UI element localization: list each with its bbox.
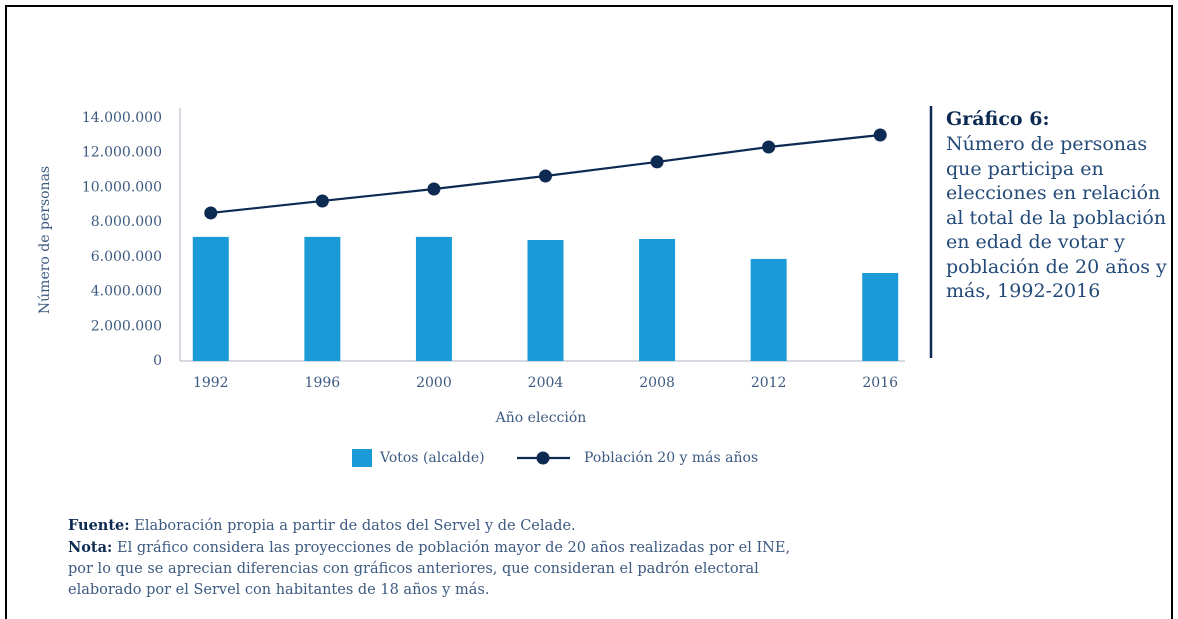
note-label: Fuente: xyxy=(68,517,130,534)
x-tick-label: 1996 xyxy=(305,375,341,391)
frame xyxy=(5,5,1173,619)
note-label: Nota: xyxy=(68,539,113,556)
x-tick-label: 2000 xyxy=(416,375,452,391)
line-point xyxy=(315,194,329,208)
bar xyxy=(862,272,899,361)
legend-swatch xyxy=(352,449,372,467)
y-axis-label: Número de personas xyxy=(37,166,53,314)
line-point xyxy=(873,128,887,142)
line-point xyxy=(762,140,776,154)
bar xyxy=(415,236,452,361)
line-point xyxy=(650,155,664,169)
note-text: Elaboración propia a partir de datos del… xyxy=(134,518,576,534)
y-tick-label: 10.000.000 xyxy=(82,179,162,195)
note: Nota: El gráfico considera las proyeccio… xyxy=(68,537,798,601)
y-tick-label: 12.000.000 xyxy=(82,145,162,161)
y-tick-label: 0 xyxy=(153,353,162,369)
legend-swatch xyxy=(536,451,550,465)
bar xyxy=(192,236,229,361)
x-tick-label: 2016 xyxy=(862,375,898,391)
chart-title: Gráfico 6: xyxy=(946,108,1050,130)
note: Fuente: Elaboración propia a partir de d… xyxy=(68,515,798,537)
bar xyxy=(750,258,787,361)
y-tick-label: 4.000.000 xyxy=(91,284,162,300)
x-axis-label: Año elección xyxy=(495,410,587,426)
x-tick-label: 2004 xyxy=(528,375,564,391)
chart-subtitle: Número de personas que participa en elec… xyxy=(946,133,1167,302)
y-tick-label: 6.000.000 xyxy=(91,249,162,265)
notes: Fuente: Elaboración propia a partir de d… xyxy=(68,515,798,601)
bar xyxy=(304,236,341,361)
x-tick-label: 1992 xyxy=(193,375,229,391)
y-tick-label: 14.000.000 xyxy=(82,110,162,126)
note-text: El gráfico considera las proyecciones de… xyxy=(68,540,791,598)
line-point xyxy=(427,182,441,196)
x-tick-label: 2008 xyxy=(639,375,675,391)
line-point xyxy=(204,206,218,220)
bar xyxy=(639,238,676,361)
line-point xyxy=(539,169,552,183)
y-tick-label: 2.000.000 xyxy=(91,318,162,334)
legend-label: Votos (alcalde) xyxy=(379,450,485,466)
side-title: Gráfico 6: Número de personas que partic… xyxy=(946,106,1174,304)
legend-label: Población 20 y más años xyxy=(584,450,758,466)
x-tick-label: 2012 xyxy=(751,375,787,391)
y-tick-label: 8.000.000 xyxy=(91,214,162,230)
bar xyxy=(527,240,564,361)
